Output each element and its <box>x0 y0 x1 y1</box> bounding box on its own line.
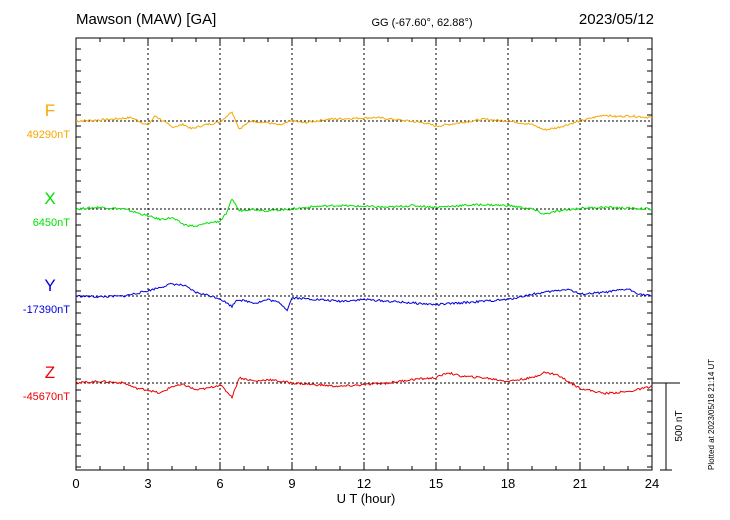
series-f-baseline-value: 49290nT <box>27 129 71 141</box>
x-tick-label: 3 <box>144 476 151 491</box>
scale-bar-label: 500 nT <box>674 410 685 441</box>
series-z-baseline-value: -45670nT <box>23 391 70 403</box>
x-tick-label: 12 <box>357 476 371 491</box>
series-x-baseline-value: 6450nT <box>33 217 71 229</box>
station-title: Mawson (MAW) [GA] <box>76 11 216 28</box>
series-y-trace <box>75 282 652 312</box>
geographic-coords: GG (-67.60°, 62.88°) <box>371 17 472 29</box>
plotted-at-note: Plotted at 2023/05/18 21:14 UT <box>707 359 716 470</box>
series-z-trace <box>75 371 653 400</box>
series-y-label: Y <box>44 276 55 295</box>
series-x-trace <box>75 198 653 228</box>
series-f-trace <box>75 111 653 131</box>
series-y-baseline-value: -17390nT <box>23 304 70 316</box>
series-x-label: X <box>44 189 55 208</box>
series-f-label: F <box>45 101 55 120</box>
x-tick-label: 18 <box>501 476 515 491</box>
x-tick-label: 15 <box>429 476 443 491</box>
x-tick-label: 0 <box>72 476 79 491</box>
x-tick-label: 24 <box>645 476 659 491</box>
plot-date: 2023/05/12 <box>579 11 654 28</box>
series-z-label: Z <box>45 363 55 382</box>
x-tick-label: 21 <box>573 476 587 491</box>
x-tick-label: 6 <box>216 476 223 491</box>
x-axis-label: U T (hour) <box>337 491 396 506</box>
x-tick-label: 9 <box>288 476 295 491</box>
